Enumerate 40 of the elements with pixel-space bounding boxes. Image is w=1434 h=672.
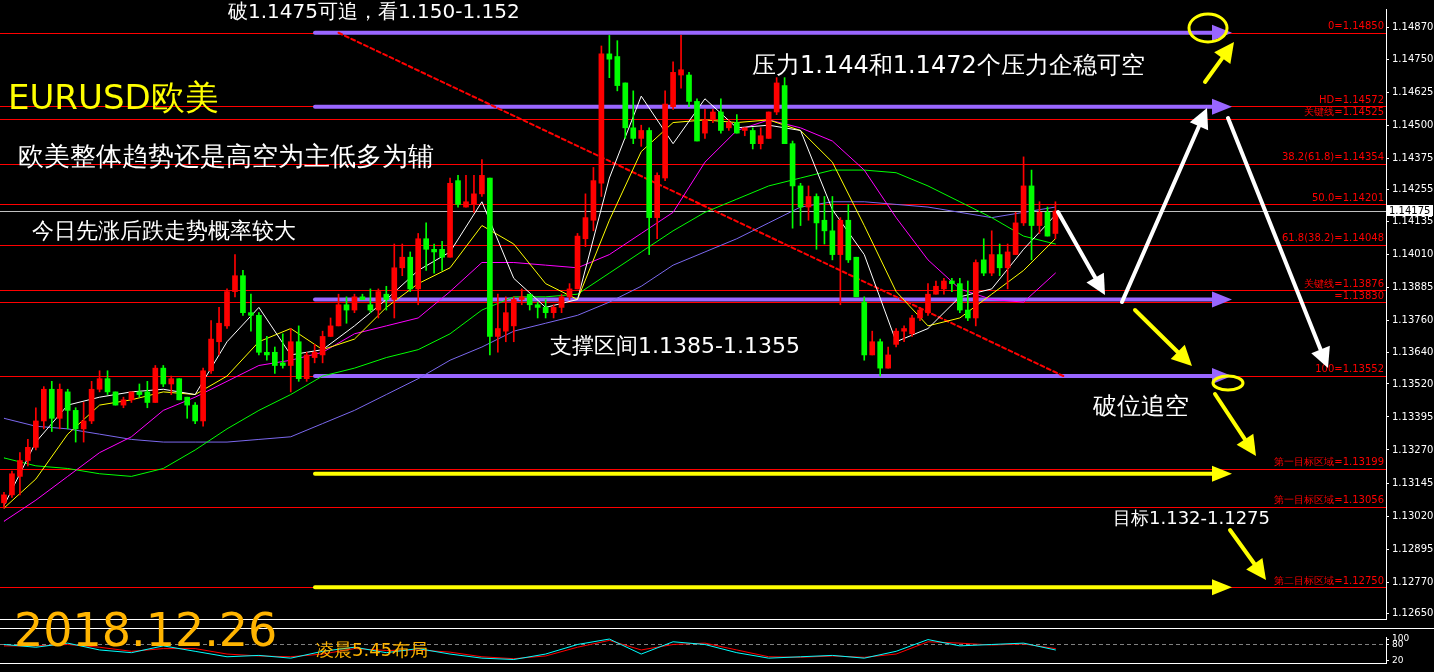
ref-line-label: 关键线=1.14525 bbox=[1304, 106, 1384, 118]
y-tick-label: 1.13270 bbox=[1392, 443, 1434, 455]
y-tick-label: 1.14255 bbox=[1392, 183, 1434, 195]
y-tick-label: 1.14870 bbox=[1392, 21, 1434, 33]
annotation: 破1.1475可追，看1.150-1.152 bbox=[228, 0, 520, 23]
y-tick-label: 1.12770 bbox=[1392, 575, 1434, 587]
y-tick-label: 1.14625 bbox=[1392, 85, 1434, 97]
y-tick-label: 1.13020 bbox=[1392, 509, 1434, 521]
annotation: 目标1.132-1.1275 bbox=[1113, 507, 1271, 529]
y-tick-label: 1.13520 bbox=[1392, 377, 1434, 389]
y-tick-label: 1.12650 bbox=[1392, 607, 1434, 619]
annotation: 破位追空 bbox=[1093, 392, 1189, 421]
ref-line-label: 38.2(61.8)=1.14354 bbox=[1281, 151, 1384, 163]
y-tick-label: 1.14500 bbox=[1392, 118, 1434, 130]
y-tick-label: 1.14375 bbox=[1392, 151, 1434, 163]
y-tick-label: 1.13885 bbox=[1392, 281, 1434, 293]
y-tick-label: 1.13395 bbox=[1392, 410, 1434, 422]
ref-line-label: HD=1.14572 bbox=[1319, 93, 1384, 105]
ref-line-label: 第一目标区域=1.13056 bbox=[1274, 494, 1384, 506]
y-tick-label: 1.13640 bbox=[1392, 345, 1434, 357]
annotation: 今日先涨后跌走势概率较大 bbox=[32, 218, 296, 244]
ref-line-label: 第二目标区域=1.12750 bbox=[1274, 574, 1384, 586]
ref-line-label: 0=1.14850 bbox=[1327, 20, 1384, 32]
y-tick-label: 1.14010 bbox=[1392, 248, 1434, 260]
y-tick-label: 1.13760 bbox=[1392, 314, 1434, 326]
y-tick-label: 1.14135 bbox=[1392, 215, 1434, 227]
y-tick-label: 1.14750 bbox=[1392, 52, 1434, 64]
annotation: 压力1.144和1.1472个压力企稳可空 bbox=[752, 51, 1145, 80]
ref-line-label: 61.8(38.2)=1.14048 bbox=[1281, 232, 1384, 244]
ref-line-label: 50.0=1.14201 bbox=[1312, 191, 1384, 203]
ref-line-label: 关键线=1.13876 bbox=[1304, 277, 1384, 289]
ref-line-label: 第一目标区域=1.13199 bbox=[1274, 456, 1384, 468]
ref-line-label: 100=1.13552 bbox=[1315, 363, 1384, 375]
annotation: 支撑区间1.1385-1.1355 bbox=[550, 333, 800, 359]
y-tick-label: 20 bbox=[1392, 655, 1404, 666]
y-tick-label: 1.13145 bbox=[1392, 476, 1434, 488]
y-tick-label: 1.12895 bbox=[1392, 542, 1434, 554]
annotation: 欧美整体趋势还是高空为主低多为辅 bbox=[18, 141, 434, 172]
ref-line-label: =1.13830 bbox=[1334, 289, 1384, 301]
ref-line-label: 1.14175 bbox=[1389, 204, 1431, 216]
